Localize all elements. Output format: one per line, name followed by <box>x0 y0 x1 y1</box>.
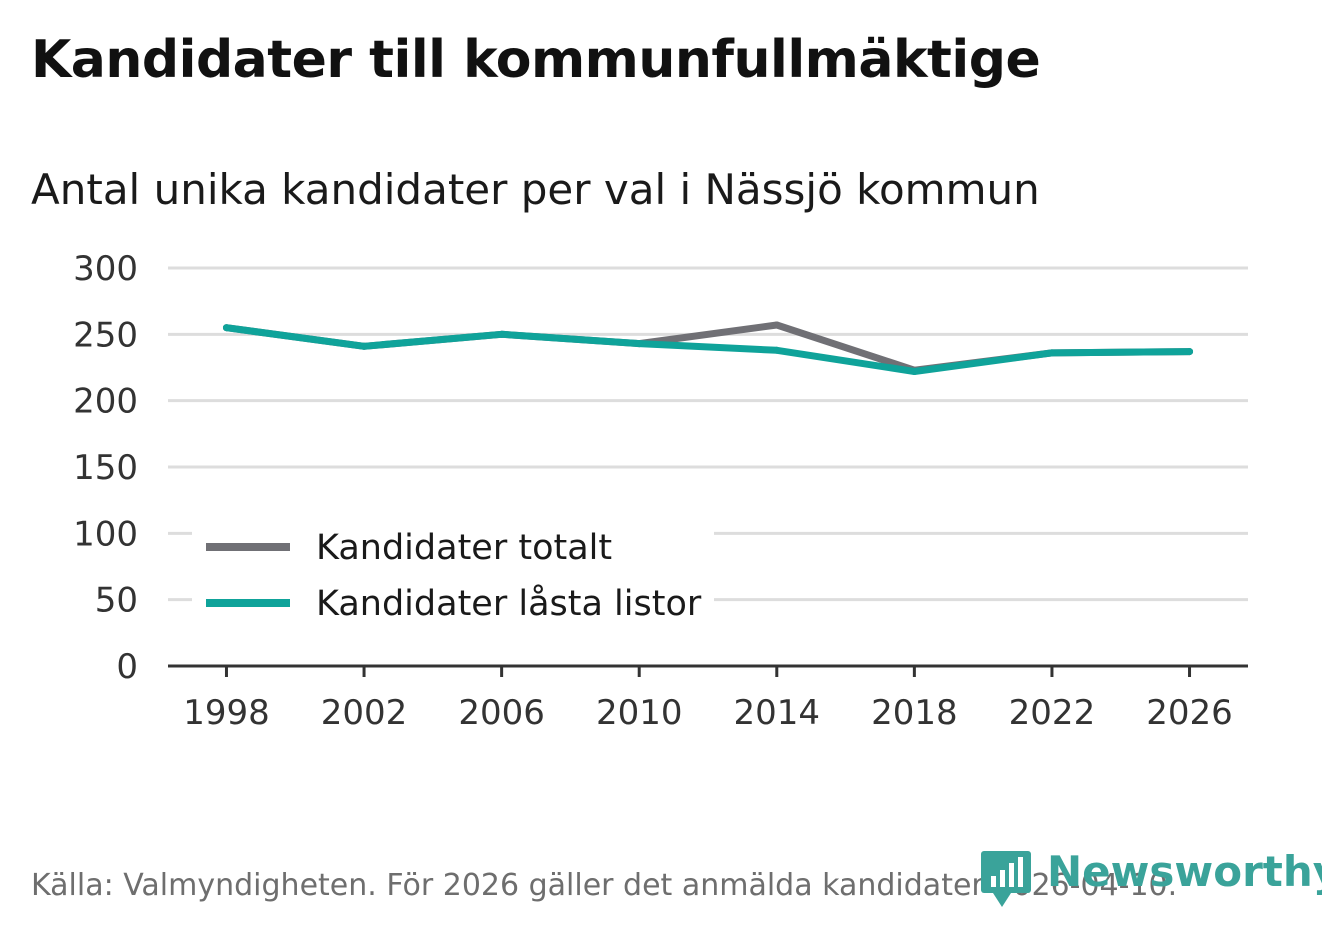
y-tick-label: 0 <box>116 647 138 687</box>
x-tick-label: 2014 <box>734 693 821 733</box>
data-point <box>498 330 506 338</box>
data-point <box>635 340 643 348</box>
series-line-1 <box>223 324 1193 375</box>
legend-background <box>192 520 714 632</box>
y-axis-ticks: 0 50 100 150 200 250 300 <box>73 249 138 687</box>
series-lines <box>222 321 1194 375</box>
x-tick-label: 2006 <box>458 693 545 733</box>
x-tick-label: 2022 <box>1009 693 1096 733</box>
chart-subtitle: Antal unika kandidater per val i Nässjö … <box>31 165 1040 214</box>
x-tick-label: 2002 <box>321 693 408 733</box>
data-point <box>360 342 368 350</box>
y-tick-label: 150 <box>73 448 138 488</box>
legend: Kandidater totalt Kandidater låsta listor <box>192 520 714 632</box>
y-tick-label: 100 <box>73 514 138 554</box>
brand: Newsworthy <box>981 848 1322 908</box>
x-tick-label: 2018 <box>871 693 958 733</box>
x-axis: 1998 2002 2006 2010 2014 2018 2022 2026 <box>168 664 1248 733</box>
newsworthy-bar-chart-logo-icon <box>981 851 1031 907</box>
data-point <box>222 324 230 332</box>
chart-title: Kandidater till kommunfullmäktige <box>31 30 1041 90</box>
legend-label: Kandidater totalt <box>316 528 612 568</box>
legend-label: Kandidater låsta listor <box>316 583 702 624</box>
data-point <box>773 346 781 354</box>
x-tick-label: 1998 <box>183 693 270 733</box>
data-point <box>910 367 918 375</box>
x-tick-label: 2026 <box>1146 693 1233 733</box>
data-point <box>1048 349 1056 357</box>
y-tick-label: 250 <box>73 315 138 355</box>
y-tick-label: 300 <box>73 249 138 289</box>
x-tick-label: 2010 <box>596 693 683 733</box>
y-tick-label: 200 <box>73 382 138 422</box>
data-point <box>773 321 781 329</box>
data-point <box>1186 348 1194 356</box>
brand-name: Newsworthy <box>1047 847 1322 896</box>
y-tick-label: 50 <box>95 581 138 621</box>
